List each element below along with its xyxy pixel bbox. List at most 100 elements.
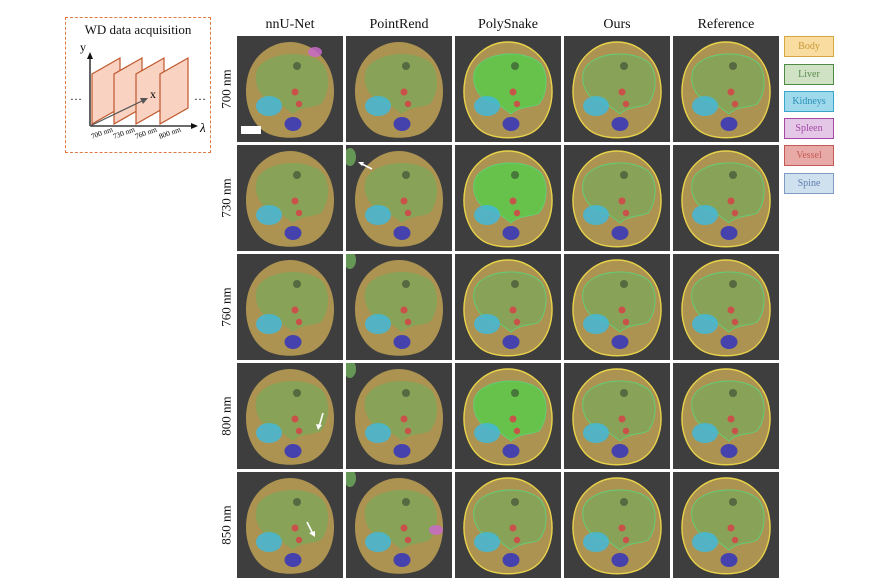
vessel-region (731, 536, 739, 544)
vessel-region (622, 100, 630, 108)
vessel-region (291, 88, 299, 96)
spine-region (720, 335, 738, 349)
vessel-region (513, 100, 521, 108)
x-axis-label: x (150, 87, 156, 101)
lambda-axis-arrow (191, 123, 198, 129)
vessel-region (295, 536, 303, 544)
gas-pocket (620, 171, 628, 179)
wavelength-label-800: 800 nm (158, 125, 183, 141)
vessel-region (509, 197, 517, 205)
body-contour (572, 150, 662, 248)
vessel-region (295, 100, 303, 108)
vessel-region (622, 536, 630, 544)
body-contour (463, 477, 553, 575)
vessel-region (731, 209, 739, 217)
kidney-region (256, 532, 282, 552)
vessel-region (291, 306, 299, 314)
stray-segment (346, 363, 356, 378)
spine-region (611, 226, 629, 240)
kidney-region (583, 205, 609, 225)
vessel-region (509, 88, 517, 96)
gas-pocket (729, 62, 737, 70)
panel-image (673, 145, 779, 251)
spine-region (393, 444, 411, 458)
panel-polysnake-700 (455, 36, 561, 142)
ellipsis-right: … (194, 89, 206, 103)
panel-pointrend-730 (346, 145, 452, 251)
wavelength-label-730: 730 nm (112, 125, 137, 141)
body-contour (463, 150, 553, 248)
panel-reference-850 (673, 472, 779, 578)
gas-pocket (402, 280, 410, 288)
legend-item-vessel: Vessel (784, 145, 834, 166)
arrow-head (358, 162, 364, 166)
spine-region (284, 553, 302, 567)
panel-image (455, 36, 561, 142)
vessel-region (404, 100, 412, 108)
panel-nnunet-850 (237, 472, 343, 578)
vessel-region (727, 88, 735, 96)
kidney-region (474, 205, 500, 225)
body-contour (463, 259, 553, 357)
spine-region (611, 444, 629, 458)
spine-region (284, 444, 302, 458)
kidney-region (365, 423, 391, 443)
vessel-region (622, 209, 630, 217)
kidney-region (692, 314, 718, 334)
stray-segment (346, 472, 356, 487)
column-header-nnunet: nnU-Net (265, 17, 315, 32)
ellipsis-left: … (70, 89, 82, 103)
panel-reference-700 (673, 36, 779, 142)
vessel-region (400, 306, 408, 314)
arrow-head (316, 424, 322, 430)
gas-pocket (293, 62, 301, 70)
vessel-region (291, 197, 299, 205)
panel-polysnake-800 (455, 363, 561, 469)
stray-segment (346, 148, 356, 166)
panel-image (455, 363, 561, 469)
column-header-reference: Reference (697, 17, 755, 32)
body-contour (681, 368, 771, 466)
gas-pocket (293, 171, 301, 179)
kidney-region (365, 205, 391, 225)
gas-pocket (729, 280, 737, 288)
vessel-region (400, 88, 408, 96)
gas-pocket (511, 280, 519, 288)
column-header-ours: Ours (603, 17, 631, 32)
vessel-region (727, 197, 735, 205)
spine-region (502, 117, 520, 131)
legend-item-body: Body (784, 36, 834, 57)
scale-bar (241, 126, 261, 134)
panel-image (237, 36, 343, 142)
panel-image (673, 472, 779, 578)
gas-pocket (293, 280, 301, 288)
panel-nnunet-760 (237, 254, 343, 360)
vessel-region (400, 415, 408, 423)
panel-image (346, 145, 452, 251)
gas-pocket (511, 498, 519, 506)
panel-image (455, 145, 561, 251)
vessel-region (622, 318, 630, 326)
vessel-region (400, 524, 408, 532)
kidney-region (583, 314, 609, 334)
arrow-head (309, 531, 315, 537)
legend-item-spine: Spine (784, 173, 834, 194)
spine-region (720, 226, 738, 240)
body-contour (572, 41, 662, 139)
column-header-pointrend: PointRend (369, 17, 429, 32)
gas-pocket (729, 498, 737, 506)
row-label-800: 800 nm (219, 396, 234, 436)
kidney-region (692, 205, 718, 225)
panel-pointrend-700 (346, 36, 452, 142)
panel-ours-700 (564, 36, 670, 142)
panel-image (564, 363, 670, 469)
spine-region (393, 335, 411, 349)
vessel-region (404, 318, 412, 326)
spine-region (393, 226, 411, 240)
gas-pocket (729, 171, 737, 179)
kidney-region (692, 423, 718, 443)
spine-region (502, 226, 520, 240)
inset-title: WD data acquisition (84, 22, 192, 37)
vessel-region (295, 209, 303, 217)
panel-polysnake-760 (455, 254, 561, 360)
